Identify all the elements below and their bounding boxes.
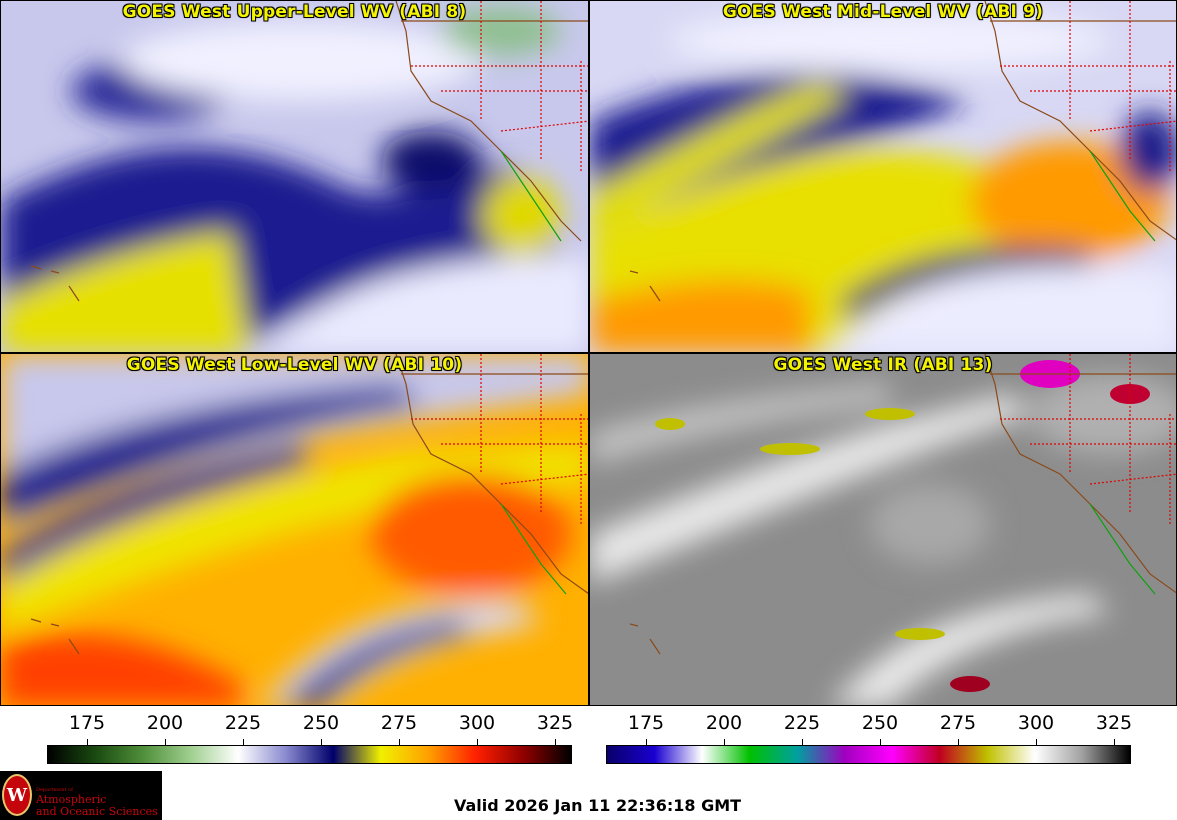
tick-label: 325 xyxy=(1095,712,1133,734)
tick-mark xyxy=(165,739,166,745)
tick-mark xyxy=(1114,739,1115,745)
valid-time: Valid 2026 Jan 11 22:36:18 GMT xyxy=(454,796,742,815)
upper-level-wv-image xyxy=(1,1,588,352)
wv-colorbar xyxy=(47,745,572,764)
tick-mark xyxy=(399,739,400,745)
tick-label: 275 xyxy=(380,712,418,734)
tick-label: 325 xyxy=(536,712,574,734)
panel-title: GOES West Mid-Level WV (ABI 9) xyxy=(722,2,1044,22)
wv-colorbar-ticks: 175 200 225 250 275 300 325 xyxy=(47,712,574,745)
panel-title: GOES West Low-Level WV (ABI 10) xyxy=(126,355,463,375)
tick-mark xyxy=(880,739,881,745)
tick-label: 250 xyxy=(861,712,899,734)
tick-label: 175 xyxy=(68,712,106,734)
tick-label: 300 xyxy=(458,712,496,734)
panel-title: GOES West IR (ABI 13) xyxy=(773,355,993,375)
logo-line-1: Atmospheric xyxy=(36,793,107,806)
tick-label: 200 xyxy=(146,712,184,734)
panel-ir: GOES West IR (ABI 13) xyxy=(589,353,1177,706)
tick-mark xyxy=(87,739,88,745)
panel-low-level-wv: GOES West Low-Level WV (ABI 10) xyxy=(0,353,589,706)
tick-label: 300 xyxy=(1017,712,1055,734)
panel-upper-level-wv: GOES West Upper-Level WV (ABI 8) xyxy=(0,0,589,353)
ir-image xyxy=(590,354,1176,705)
ir-colorbar-ticks: 175 200 225 250 275 300 325 xyxy=(606,712,1133,745)
tick-label: 225 xyxy=(783,712,821,734)
tick-label: 250 xyxy=(302,712,340,734)
tick-mark xyxy=(1036,739,1037,745)
tick-label: 175 xyxy=(627,712,665,734)
tick-mark xyxy=(724,739,725,745)
logo-dept-text: Department of xyxy=(36,787,73,793)
tick-label: 275 xyxy=(939,712,977,734)
uw-aos-logo: W Department of Atmospheric and Oceanic … xyxy=(0,771,162,820)
tick-label: 200 xyxy=(705,712,743,734)
low-level-wv-image xyxy=(1,354,588,705)
tick-mark xyxy=(646,739,647,745)
tick-mark xyxy=(243,739,244,745)
panel-title: GOES West Upper-Level WV (ABI 8) xyxy=(122,2,467,22)
tick-label: 225 xyxy=(224,712,262,734)
tick-mark xyxy=(958,739,959,745)
tick-mark xyxy=(477,739,478,745)
tick-mark xyxy=(321,739,322,745)
ir-colorbar xyxy=(606,745,1131,764)
tick-mark xyxy=(555,739,556,745)
tick-mark xyxy=(802,739,803,745)
panel-mid-level-wv: GOES West Mid-Level WV (ABI 9) xyxy=(589,0,1177,353)
mid-level-wv-image xyxy=(590,1,1176,352)
uw-crest-icon: W xyxy=(2,774,32,816)
logo-line-2: and Oceanic Sciences xyxy=(36,805,158,818)
